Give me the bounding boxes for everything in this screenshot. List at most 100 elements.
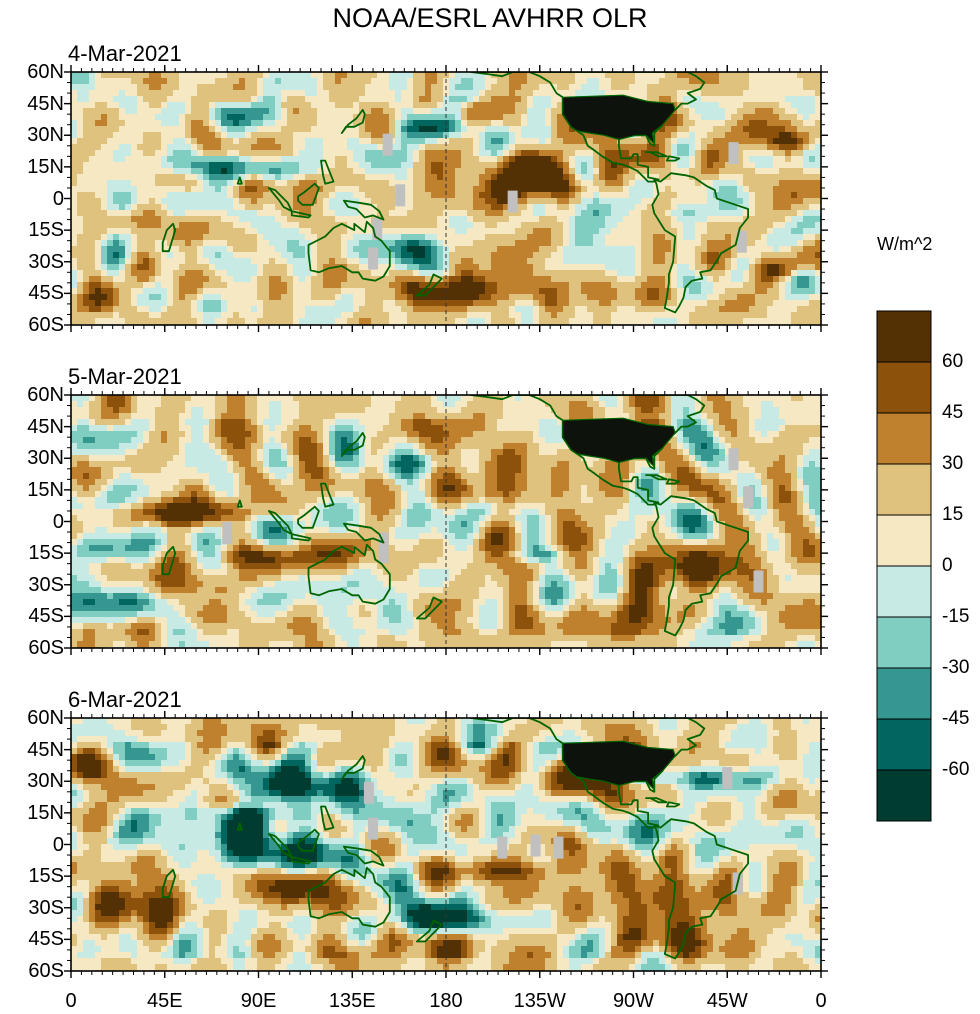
field-cell (287, 120, 294, 127)
field-cell (629, 144, 636, 151)
field-cell (239, 204, 246, 211)
field-cell (281, 282, 288, 289)
field-cell (797, 270, 804, 277)
field-cell (305, 282, 312, 289)
field-cell (251, 180, 258, 187)
field-cell (563, 210, 570, 217)
field-cell (809, 72, 816, 79)
field-cell (173, 138, 180, 145)
field-cell (89, 180, 96, 187)
field-cell (659, 240, 666, 247)
field-cell (575, 132, 582, 139)
field-cell (317, 138, 324, 145)
field-cell (179, 138, 186, 145)
field-cell (347, 96, 354, 103)
field-cell (635, 72, 642, 79)
field-cell (491, 306, 498, 313)
field-cell (539, 162, 546, 169)
field-cell (263, 156, 270, 163)
field-cell (503, 102, 510, 109)
field-cell (725, 306, 732, 313)
field-cell (245, 210, 252, 217)
field-cell (797, 294, 804, 301)
field-cell (509, 90, 516, 97)
field-cell (209, 78, 216, 85)
field-cell (641, 276, 648, 283)
field-cell (215, 204, 222, 211)
field-cell (755, 78, 762, 85)
field-cell (461, 114, 468, 121)
field-cell (449, 294, 456, 301)
field-cell (293, 102, 300, 109)
field-cell (281, 258, 288, 265)
field-cell (125, 228, 132, 235)
field-cell (791, 246, 798, 253)
field-cell (803, 204, 810, 211)
field-cell (587, 228, 594, 235)
field-cell (71, 84, 78, 91)
field-cell (125, 174, 132, 181)
field-cell (647, 300, 654, 307)
field-cell (623, 282, 630, 289)
field-cell (437, 138, 444, 145)
field-cell (761, 240, 768, 247)
field-cell (293, 138, 300, 145)
field-cell (593, 234, 600, 241)
field-cell (527, 72, 534, 79)
field-cell (455, 264, 462, 271)
field-cell (371, 162, 378, 169)
field-cell (803, 78, 810, 85)
field-cell (767, 246, 774, 253)
field-cell (239, 132, 246, 139)
field-cell (413, 258, 420, 265)
field-cell (269, 288, 276, 295)
field-cell (155, 174, 162, 181)
field-cell (509, 102, 516, 109)
field-cell (503, 186, 510, 193)
field-cell (113, 294, 120, 301)
field-cell (695, 90, 702, 97)
field-cell (389, 192, 396, 199)
field-cell (461, 198, 468, 205)
field-cell (125, 234, 132, 241)
field-cell (623, 192, 630, 199)
field-cell (107, 144, 114, 151)
field-cell (407, 180, 414, 187)
field-cell (341, 144, 348, 151)
field-cell (467, 90, 474, 97)
field-cell (779, 78, 786, 85)
field-cell (389, 216, 396, 223)
field-cell (797, 258, 804, 265)
field-cell (269, 150, 276, 157)
field-cell (491, 168, 498, 175)
field-cell (545, 246, 552, 253)
field-cell (491, 138, 498, 145)
field-cell (245, 228, 252, 235)
field-cell (641, 282, 648, 289)
field-cell (395, 138, 402, 145)
field-cell (281, 288, 288, 295)
field-cell (131, 306, 138, 313)
field-cell (653, 144, 660, 151)
field-cell (101, 198, 108, 205)
field-cell (491, 78, 498, 85)
field-cell (587, 240, 594, 247)
field-cell (95, 174, 102, 181)
field-cell (755, 204, 762, 211)
field-cell (701, 120, 708, 127)
field-cell (797, 282, 804, 289)
field-cell (749, 102, 756, 109)
field-cell (485, 96, 492, 103)
field-cell (179, 270, 186, 277)
field-cell (647, 180, 654, 187)
field-cell (173, 222, 180, 229)
field-cell (599, 168, 606, 175)
field-cell (323, 156, 330, 163)
field-cell (101, 96, 108, 103)
field-cell (521, 210, 528, 217)
field-cell (521, 234, 528, 241)
field-cell (695, 108, 702, 115)
field-cell (629, 192, 636, 199)
field-cell (383, 192, 390, 199)
field-cell (809, 300, 816, 307)
